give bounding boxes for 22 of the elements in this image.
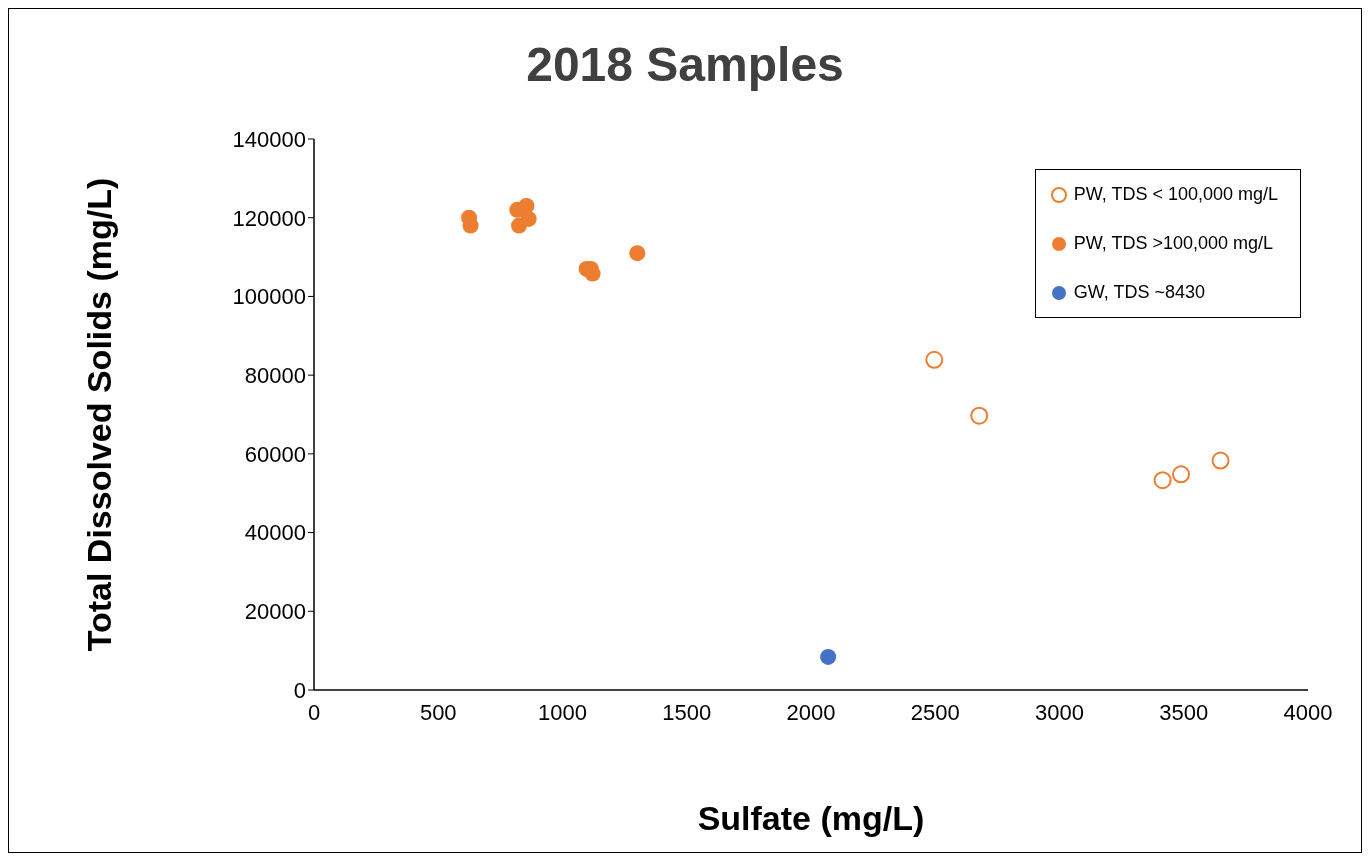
chart-title: 2018 Samples [525,37,845,92]
y-axis-title: Total Dissolved Solids (mg/L) [80,177,119,652]
x-axis-title: Sulfate (mg/L) [697,799,925,837]
legend-label: PW, TDS < 100,000 mg/L [1073,184,1278,205]
y-tick-label: 120000 [232,205,306,231]
y-tick-label: 100000 [232,284,306,310]
y-tick-label: 80000 [244,362,306,388]
y-tick-label: 140000 [232,126,306,152]
legend-label: GW, TDS ~8430 [1073,282,1205,303]
x-tick-label: 3500 [1159,699,1209,725]
x-tick-label: 1000 [538,699,587,725]
legend-label: PW, TDS >100,000 mg/L [1073,233,1273,254]
y-tick-label: 40000 [244,520,306,546]
y-tick-label: 20000 [244,599,306,625]
x-tick-label: 2000 [786,699,836,725]
x-tick-label: 2500 [910,699,960,725]
x-tick-label: 500 [419,699,457,725]
x-tick-label: 1500 [662,699,712,725]
y-tick-label: 0 [293,677,306,703]
y-tick-label: 60000 [244,441,306,467]
x-tick-label: 3000 [1035,699,1084,725]
x-tick-label: 4000 [1283,699,1333,725]
